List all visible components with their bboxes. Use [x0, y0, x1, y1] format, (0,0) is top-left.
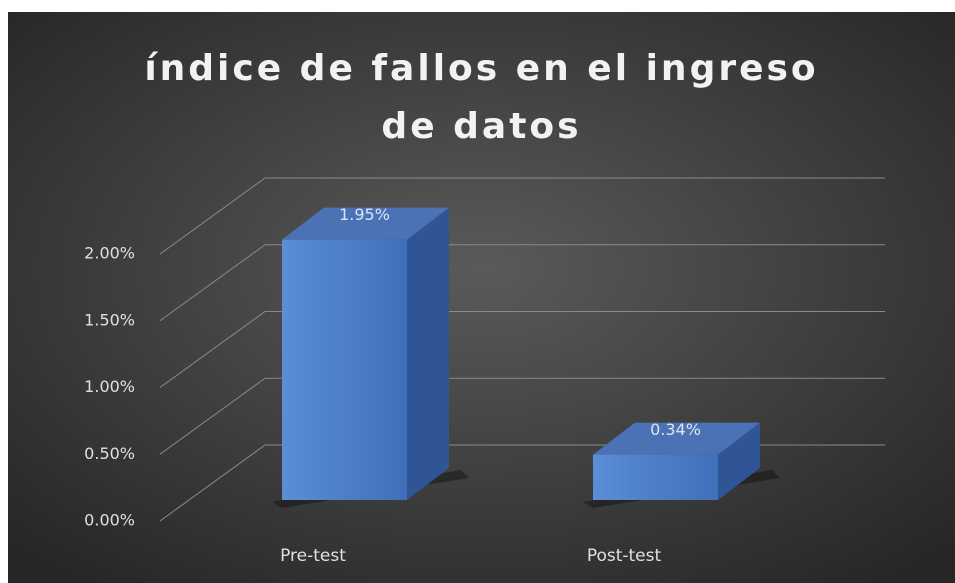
chart-title: índice de fallos en el ingreso de datos	[144, 48, 819, 147]
bar-side	[407, 207, 449, 501]
y-tick-label: 2.00%	[84, 244, 135, 263]
bar-side	[718, 422, 760, 500]
y-tick-label: 0.50%	[84, 444, 135, 463]
grid-line-side	[159, 311, 266, 388]
bar-top	[282, 207, 449, 240]
y-tick-label: 1.50%	[84, 310, 135, 329]
x-tick-label: Pre-test	[280, 546, 346, 566]
x-tick-label: Post-test	[587, 546, 662, 566]
grid-line-side	[159, 244, 266, 322]
bar	[282, 239, 407, 501]
grid-line-side	[159, 444, 266, 522]
value-label: 0.34%	[650, 420, 701, 439]
grid-line-side	[159, 377, 266, 455]
bar	[593, 454, 718, 500]
title-box: índice de fallos en el ingreso de datos	[8, 40, 955, 156]
y-tick-label: 0.00%	[84, 511, 135, 530]
background	[8, 12, 955, 583]
y-tick-label: 1.00%	[84, 377, 135, 396]
value-label: 1.95%	[339, 205, 390, 224]
bar-top	[593, 422, 760, 455]
grid-line-side	[159, 177, 266, 255]
